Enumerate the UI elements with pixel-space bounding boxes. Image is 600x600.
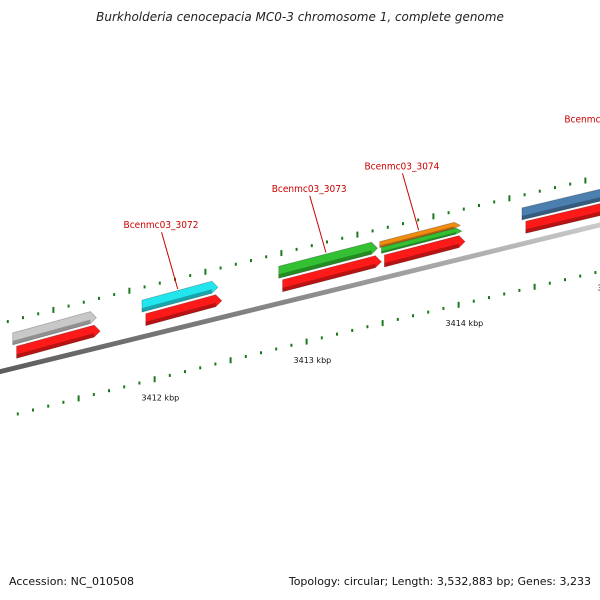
- gene-label[interactable]: Bcenmc03_3074: [364, 161, 439, 172]
- label-leader-line: [161, 232, 179, 290]
- cds-arrow-shade: [282, 263, 376, 292]
- gene-box[interactable]: [12, 311, 97, 346]
- gene-box[interactable]: [380, 227, 463, 254]
- accession-text: Accession: NC_010508: [9, 575, 135, 588]
- cds-arrow-shade: [525, 211, 600, 234]
- topology-stats-text: Topology: circular; Length: 3,532,883 bp…: [288, 575, 591, 588]
- cds-arrow[interactable]: [384, 235, 466, 268]
- gene-box-shade: [381, 232, 456, 254]
- gene-box-shade: [278, 250, 372, 279]
- cds-arrow-shade: [145, 302, 216, 326]
- gene-box[interactable]: [141, 280, 219, 313]
- chromosome-backbone: [0, 222, 600, 375]
- scale-label: 3414 kbp: [446, 319, 484, 328]
- scale-label: 3415 kbp: [598, 283, 600, 292]
- scale-label: 3413 kbp: [294, 356, 332, 365]
- gene-box[interactable]: [278, 241, 379, 279]
- cds-arrow[interactable]: [16, 324, 101, 359]
- gene-box[interactable]: [521, 162, 600, 221]
- gene-label[interactable]: Bcenmc03_3072: [124, 220, 199, 231]
- cds-arrow[interactable]: [525, 176, 600, 234]
- gene-box-shade: [12, 319, 91, 345]
- gene-label[interactable]: Bcenmc03_3073: [272, 184, 347, 195]
- gene-box[interactable]: [379, 221, 462, 249]
- gene-box-shade: [379, 226, 455, 248]
- gene-box-shade: [521, 197, 600, 220]
- gene-label[interactable]: Bcenmc03_3075: [564, 114, 600, 125]
- label-leader-line: [402, 173, 420, 231]
- cds-arrow[interactable]: [282, 255, 382, 293]
- scale-label: 3412 kbp: [142, 394, 180, 403]
- cds-arrow[interactable]: [145, 294, 223, 327]
- cds-arrow-shade: [384, 243, 459, 267]
- map-title: Burkholderia cenocepacia MC0-3 chromosom…: [96, 10, 504, 24]
- gene-box-shade: [141, 289, 212, 313]
- cds-arrow-shade: [16, 333, 95, 359]
- label-leader-line: [309, 195, 327, 253]
